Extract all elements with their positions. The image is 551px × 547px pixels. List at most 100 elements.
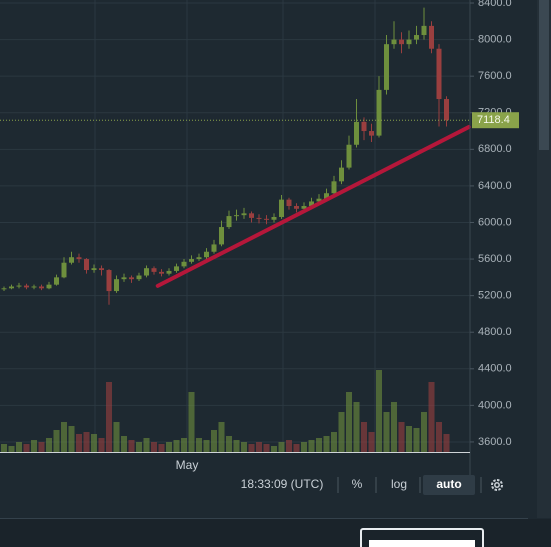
volume-bar <box>113 422 120 452</box>
candle-body <box>226 216 232 228</box>
volume-bar <box>68 426 75 452</box>
y-tick-label: 5200.0 <box>478 290 512 302</box>
volume-bar <box>16 442 22 452</box>
candle-body <box>331 181 337 194</box>
candle-body <box>106 270 112 292</box>
volume-bar <box>331 432 337 452</box>
candle-body <box>346 144 352 168</box>
candle-body <box>136 275 142 280</box>
candle-body <box>46 284 52 289</box>
volume-bar <box>188 392 195 452</box>
candle-body <box>354 121 359 145</box>
volume-bar <box>398 422 405 452</box>
candle-body <box>444 99 449 121</box>
y-tick-label: 3600.0 <box>478 436 512 448</box>
candle-body <box>234 215 239 217</box>
y-tick-label: 6000.0 <box>478 216 512 228</box>
volume-bar <box>263 444 270 452</box>
candle-body <box>121 277 127 280</box>
candle-body <box>69 257 74 263</box>
auto-button-bg[interactable] <box>423 475 475 495</box>
volume-bar <box>241 442 247 452</box>
panel-content <box>369 540 475 547</box>
vertical-grid <box>94 0 376 452</box>
candle-body <box>144 268 149 276</box>
auto-button[interactable]: auto <box>436 477 461 491</box>
volume-bar <box>413 428 420 452</box>
log-button[interactable]: log <box>391 477 407 491</box>
settings-button[interactable] <box>491 479 503 491</box>
scrollbar-thumb[interactable] <box>539 0 549 150</box>
candle-body <box>249 213 254 218</box>
volume-bar <box>1 444 7 452</box>
volume-bar <box>443 434 450 452</box>
candle-body <box>361 121 367 132</box>
candle-body <box>54 277 59 285</box>
candle-body <box>421 25 427 36</box>
candle-body <box>196 257 202 260</box>
volume-bar <box>338 412 345 452</box>
candle-body <box>1 288 7 290</box>
candle-body <box>166 270 172 274</box>
volume-bar <box>346 392 352 452</box>
candle-body <box>391 39 397 45</box>
time-label: 18:33:09 (UTC) <box>241 477 324 491</box>
candle-body <box>189 259 194 262</box>
volume-bar <box>106 382 112 452</box>
volume-bar <box>361 422 367 452</box>
volume-bar <box>203 440 210 452</box>
candle-body <box>324 193 329 199</box>
volume-bar <box>368 432 375 452</box>
y-tick-label: 8400.0 <box>478 0 512 9</box>
y-tick-label: 4400.0 <box>478 363 512 375</box>
volume-bar <box>196 438 202 452</box>
volume-bar <box>436 422 442 452</box>
candle-body <box>219 227 224 245</box>
candle-body <box>436 48 442 100</box>
volume-bar <box>76 434 82 452</box>
trendline <box>155 124 471 288</box>
candle-body <box>279 199 284 217</box>
y-tick-label: 4000.0 <box>478 399 512 411</box>
volume-bar <box>83 432 90 452</box>
candle-body <box>211 244 217 252</box>
candle-body <box>159 271 164 274</box>
volume-bar <box>316 438 322 452</box>
candle-body <box>61 262 67 278</box>
volume-bar <box>256 442 262 452</box>
volume-bar <box>271 446 277 452</box>
y-tick-label: 6800.0 <box>478 143 512 155</box>
candle-body <box>309 201 314 207</box>
candle-body <box>174 266 179 271</box>
percent-button[interactable]: % <box>352 477 363 491</box>
volume-bar <box>121 436 127 452</box>
volume-bar <box>158 444 165 452</box>
volume-bar <box>151 442 157 452</box>
volume-bar <box>248 444 255 452</box>
candle-body <box>16 285 22 287</box>
volume-bar <box>181 438 187 452</box>
candle-body <box>84 259 89 271</box>
candle-body <box>376 89 382 136</box>
volume-bar <box>8 446 15 452</box>
candle-body <box>9 286 14 289</box>
candle-body <box>301 206 307 209</box>
volume-bar <box>143 438 150 452</box>
last-price-box <box>472 112 519 129</box>
volume-bar <box>233 440 240 452</box>
candle-body <box>384 44 389 90</box>
volume-bar <box>286 440 292 452</box>
y-tick-label: 8000.0 <box>478 34 512 46</box>
volume-bar <box>211 430 217 452</box>
candle-body <box>286 199 292 207</box>
candle-body <box>369 131 374 136</box>
volume-bar <box>323 436 330 452</box>
volume-bar <box>218 422 225 452</box>
volume-bar <box>406 426 412 452</box>
candle-body <box>76 257 82 260</box>
toolbar: 18:33:09 (UTC) % log auto <box>241 475 503 495</box>
volume-bar <box>308 440 315 452</box>
y-tick-label: 4800.0 <box>478 326 512 338</box>
